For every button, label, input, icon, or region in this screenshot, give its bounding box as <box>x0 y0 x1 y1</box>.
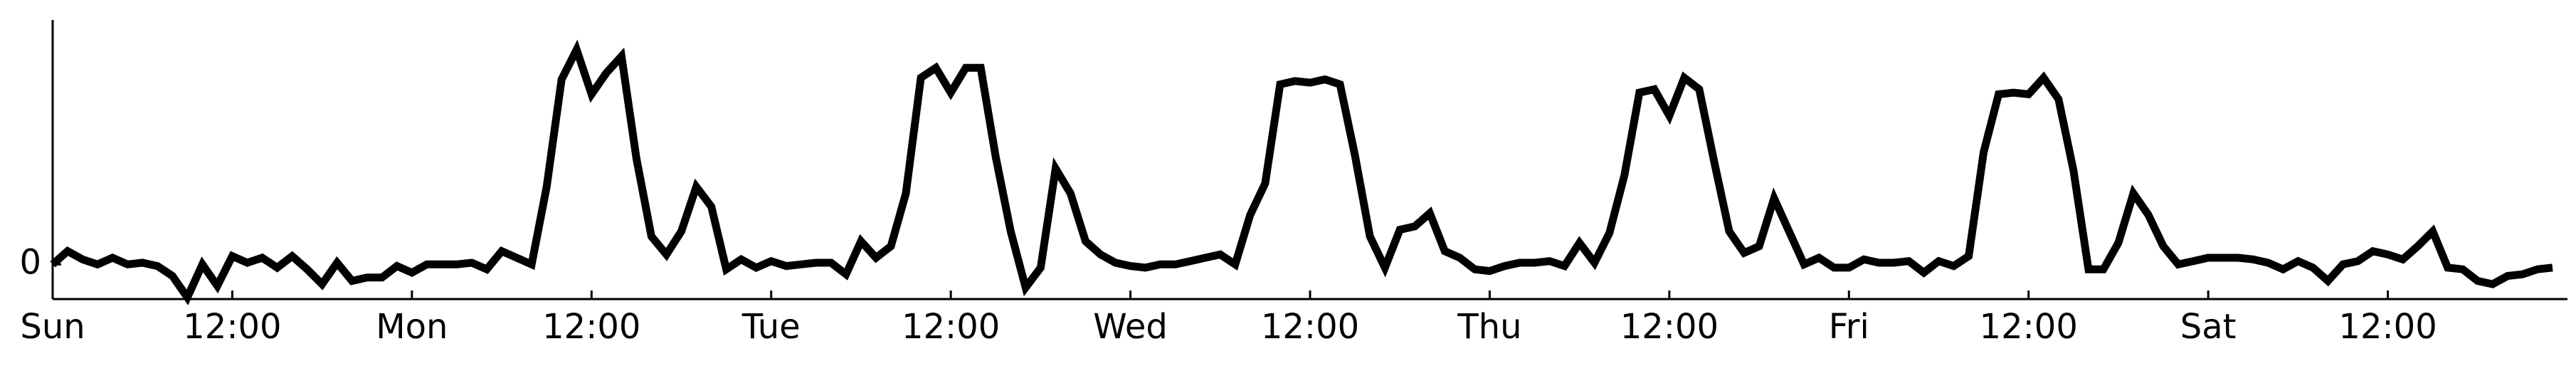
x-tick-label: 12:00 <box>542 307 640 347</box>
x-tick-label: Thu <box>1457 307 1521 347</box>
x-tick-label: Sat <box>2180 307 2237 347</box>
data-line <box>50 39 2553 305</box>
x-tick-label: 12:00 <box>1620 307 1719 347</box>
x-tick-label: 12:00 <box>1980 307 2078 347</box>
x-tick-label: Sun <box>20 307 85 347</box>
x-tick-label: 12:00 <box>183 307 281 347</box>
x-tick-label: 12:00 <box>1261 307 1359 347</box>
x-tick-label: 12:00 <box>2338 307 2437 347</box>
x-tick-label: 12:00 <box>902 307 1000 347</box>
x-tick-label: Mon <box>376 307 448 347</box>
x-tick-label: Tue <box>741 307 801 347</box>
x-tick-label: Fri <box>1829 307 1869 347</box>
x-tick-label: Wed <box>1093 307 1168 347</box>
y-tick-label: 0 <box>19 242 41 282</box>
